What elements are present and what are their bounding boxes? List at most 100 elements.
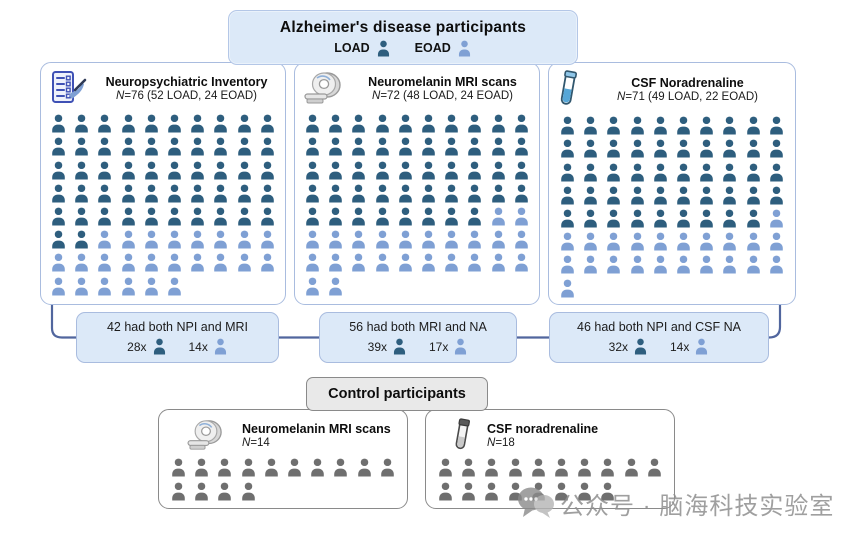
person-eoad xyxy=(233,249,256,272)
person-load xyxy=(510,110,533,133)
person-load xyxy=(256,203,279,226)
control-header-title: Control participants xyxy=(328,386,466,402)
person-load xyxy=(556,182,579,205)
panel-n-label: N=71 (49 LOAD, 22 EOAD) xyxy=(617,90,758,103)
person-load xyxy=(742,112,765,135)
person-load xyxy=(301,203,324,226)
count-eoad: 14x xyxy=(670,338,709,355)
person-eoad xyxy=(626,251,649,274)
person-eoad xyxy=(765,205,788,228)
person-load xyxy=(163,180,186,203)
person-load xyxy=(672,158,695,182)
person-load xyxy=(718,205,741,228)
person-load xyxy=(649,158,672,182)
person-load xyxy=(117,110,140,133)
person-load xyxy=(579,182,602,205)
person-load xyxy=(47,110,70,133)
person-load xyxy=(487,156,510,180)
person-control xyxy=(434,477,457,501)
panel-title: Neuromelanin MRI scans xyxy=(368,74,517,89)
person-load xyxy=(301,156,324,180)
person-eoad xyxy=(163,226,186,249)
control-panel-mri: Neuromelanin MRI scans N=14 xyxy=(158,409,408,509)
person-load xyxy=(440,133,463,156)
person-load xyxy=(301,133,324,156)
person-eoad xyxy=(233,226,256,249)
mri-scanner-icon xyxy=(185,418,227,452)
person-load xyxy=(371,156,394,180)
test-tube-icon xyxy=(557,70,579,108)
person-load xyxy=(186,133,209,156)
person-eoad xyxy=(510,249,533,272)
person-eoad xyxy=(440,249,463,272)
person-eoad xyxy=(417,249,440,272)
person-load xyxy=(463,110,486,133)
person-load xyxy=(47,133,70,156)
load-eoad-legend: LOAD EOAD xyxy=(326,40,480,57)
person-load xyxy=(301,110,324,133)
person-eoad xyxy=(117,226,140,249)
person-load xyxy=(140,180,163,203)
person-load xyxy=(256,110,279,133)
person-load xyxy=(579,205,602,228)
person-eoad xyxy=(649,251,672,274)
person-eoad xyxy=(371,249,394,272)
person-load xyxy=(394,110,417,133)
person-load xyxy=(70,226,93,249)
control-csf-person-grid xyxy=(434,453,666,501)
panel-n-label: N=18 xyxy=(487,436,515,449)
person-load xyxy=(765,135,788,158)
person-eoad xyxy=(695,228,718,251)
person-eoad xyxy=(695,251,718,274)
person-eoad xyxy=(463,249,486,272)
person-control xyxy=(504,477,527,501)
person-eoad xyxy=(487,203,510,226)
person-load xyxy=(93,110,116,133)
person-load xyxy=(417,180,440,203)
person-load xyxy=(417,203,440,226)
person-load xyxy=(186,110,209,133)
person-eoad xyxy=(765,251,788,274)
person-load xyxy=(417,110,440,133)
person-eoad xyxy=(256,249,279,272)
person-load xyxy=(394,133,417,156)
person-load xyxy=(510,133,533,156)
person-load xyxy=(70,133,93,156)
overlap-box-mri-na: 56 had both MRI and NA 39x 17x xyxy=(319,312,517,363)
person-load xyxy=(117,156,140,180)
panel-neuropsychiatric-inventory: Neuropsychiatric Inventory N=76 (52 LOAD… xyxy=(40,62,286,305)
panel-csf-noradrenaline: CSF Noradrenaline N=71 (49 LOAD, 22 EOAD… xyxy=(548,62,796,305)
person-eoad xyxy=(47,249,70,272)
person-load xyxy=(394,203,417,226)
person-load xyxy=(347,133,370,156)
person-load xyxy=(579,135,602,158)
person-eoad xyxy=(93,272,116,296)
person-eoad xyxy=(510,203,533,226)
person-load xyxy=(47,156,70,180)
panel-neuromelanin-mri: Neuromelanin MRI scans N=72 (48 LOAD, 24… xyxy=(294,62,540,305)
person-load xyxy=(371,133,394,156)
person-load xyxy=(765,158,788,182)
person-control xyxy=(480,453,503,477)
person-load xyxy=(371,180,394,203)
person-load xyxy=(487,180,510,203)
count-load: 28x xyxy=(127,338,166,355)
person-load xyxy=(324,180,347,203)
person-load xyxy=(556,112,579,135)
person-control xyxy=(283,453,306,477)
person-load xyxy=(626,135,649,158)
person-load xyxy=(602,135,625,158)
person-control xyxy=(260,453,283,477)
person-load xyxy=(602,205,625,228)
person-load xyxy=(718,182,741,205)
person-eoad xyxy=(117,272,140,296)
person-eoad xyxy=(742,251,765,274)
person-eoad xyxy=(209,226,232,249)
person-load xyxy=(347,110,370,133)
person-load xyxy=(649,205,672,228)
person-load xyxy=(765,112,788,135)
person-load xyxy=(672,112,695,135)
person-load xyxy=(742,205,765,228)
person-control xyxy=(167,477,190,501)
person-eoad xyxy=(324,249,347,272)
